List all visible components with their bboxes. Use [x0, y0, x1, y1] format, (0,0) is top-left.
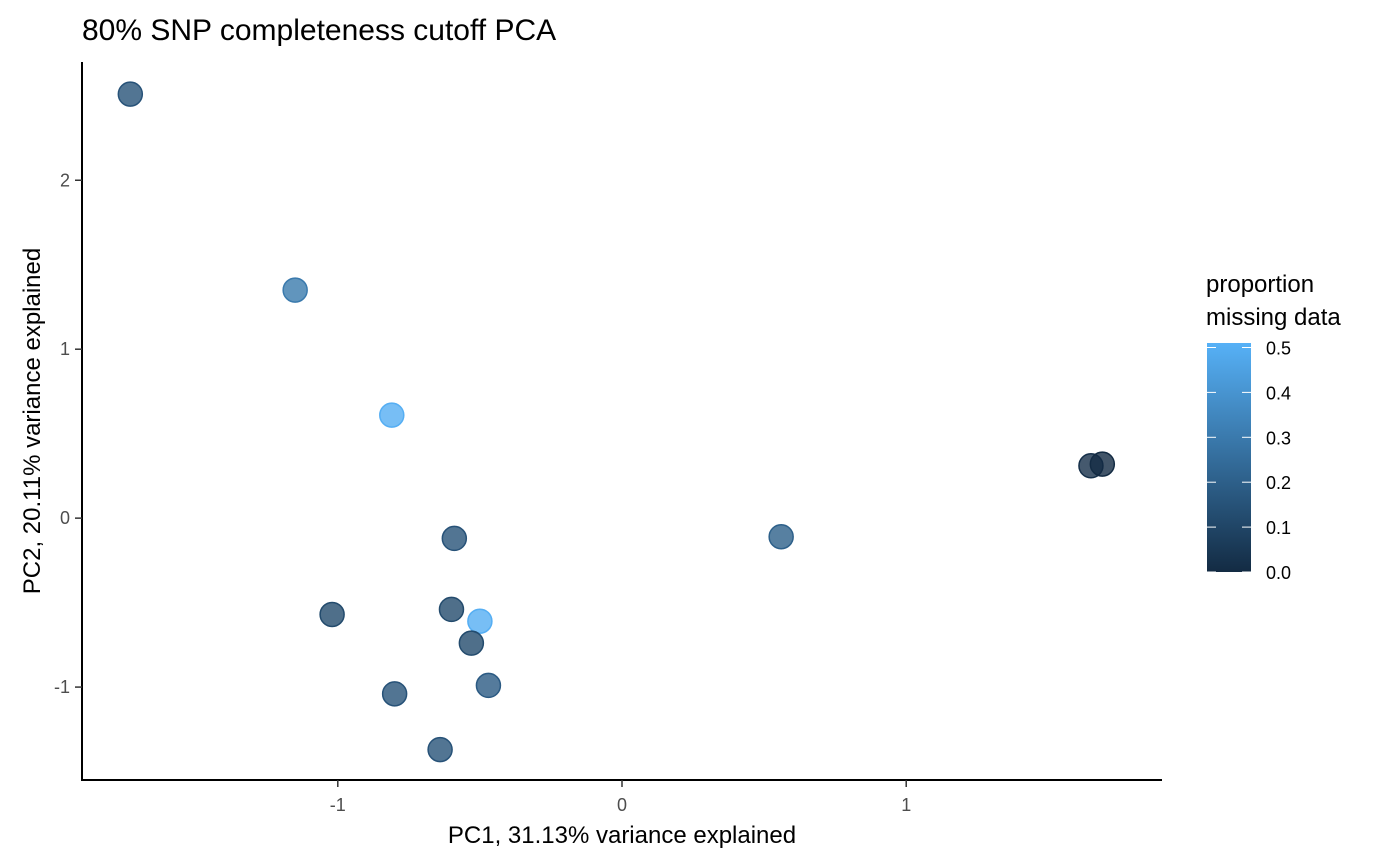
legend-title-line-2: missing data [1206, 304, 1341, 331]
legend-tick-label: 0.1 [1266, 518, 1291, 538]
data-point [438, 596, 465, 623]
legend-tick-label: 0.5 [1266, 338, 1291, 358]
points-layer [117, 81, 1116, 763]
data-point [467, 608, 493, 634]
color-legend: proportion missing data 0.00.10.20.30.40… [1206, 271, 1341, 583]
y-tick-label: 2 [60, 170, 70, 190]
x-tick-label: 0 [617, 795, 627, 815]
y-tick-label: -1 [54, 677, 70, 697]
legend-tick-label: 0.3 [1266, 428, 1291, 448]
y-tick-label: 0 [60, 508, 70, 528]
data-point [475, 672, 502, 699]
data-point [768, 523, 794, 550]
legend-tick-label: 0.4 [1266, 383, 1291, 403]
data-point [441, 525, 468, 552]
y-tick-label: 1 [60, 339, 70, 359]
data-point [1089, 451, 1116, 477]
legend-colorbar [1207, 343, 1251, 572]
data-point [379, 402, 405, 428]
data-point [117, 81, 144, 107]
x-axis-label: PC1, 31.13% variance explained [448, 822, 796, 849]
legend-title-line-1: proportion [1206, 271, 1314, 298]
x-tick-label: -1 [330, 795, 346, 815]
legend-tick-label: 0.2 [1266, 473, 1291, 493]
y-axis-ticks: -1 0 1 2 [54, 170, 82, 697]
chart-title: 80% SNP completeness cutoff PCA [82, 14, 556, 47]
x-axis-ticks: -1 0 1 [330, 780, 911, 815]
y-axis-label: PC2, 20.11% variance explained [19, 248, 46, 594]
data-point [427, 736, 453, 763]
data-point [458, 630, 485, 656]
data-point [319, 601, 345, 628]
legend-tick-label: 0.0 [1266, 563, 1291, 583]
x-tick-label: 1 [901, 795, 911, 815]
legend-ticks: 0.0 0.1 0.2 0.3 0.4 0.5 [1207, 338, 1291, 583]
data-point [282, 277, 308, 303]
data-point [381, 681, 408, 707]
